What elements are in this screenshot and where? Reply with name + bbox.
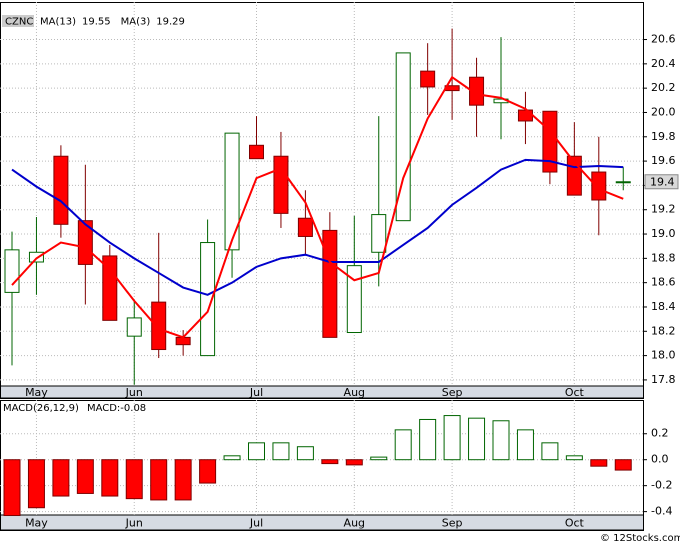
x-tick-label: Aug [344, 517, 365, 530]
macd-bar [370, 456, 388, 461]
macd-bar [492, 420, 510, 461]
macd-bar [565, 455, 583, 461]
candle-body [273, 155, 289, 214]
macd-bar [614, 459, 632, 471]
macd-bar [345, 459, 363, 466]
candle-body [297, 217, 313, 237]
x-tick-label: Sep [442, 386, 463, 399]
macd-bar [296, 446, 314, 461]
y-tick-label: 19.0 [651, 227, 676, 240]
legend-value: 19.29 [156, 17, 185, 28]
candle-body [77, 220, 93, 265]
x-tick-label: Oct [565, 386, 585, 399]
x-tick-label: Sep [442, 517, 463, 530]
candle-body [249, 144, 264, 160]
candle-body [126, 317, 142, 337]
candle-body [517, 109, 533, 122]
macd-bar [590, 459, 608, 467]
macd-bar [443, 415, 461, 461]
x-tick-label: Aug [344, 386, 365, 399]
x-tick-label: Jul [249, 517, 263, 530]
y-tick-label: 0.0 [651, 453, 669, 466]
macd-bar [174, 459, 192, 501]
symbol-box [2, 15, 34, 27]
candle-body [53, 155, 69, 225]
y-tick-label: 20.4 [651, 57, 676, 70]
x-tick-label: Jun [125, 386, 143, 399]
macd-bar [101, 459, 119, 497]
x-tick-label: May [25, 386, 48, 399]
macd-bar [248, 442, 265, 461]
y-tick-label: 17.8 [651, 373, 676, 386]
macd-bar [52, 459, 70, 497]
candle-body [322, 229, 338, 338]
y-tick-label: -0.4 [651, 505, 672, 518]
candle-body [591, 171, 607, 201]
candle-body [371, 214, 387, 253]
y-tick-label: 18.4 [651, 300, 676, 313]
last-price-box [644, 174, 679, 190]
candle-body [346, 265, 362, 334]
y-tick-label: 19.2 [651, 203, 676, 216]
macd-bar [125, 459, 143, 500]
y-tick-label: 19.6 [651, 154, 676, 167]
candle-body [615, 181, 631, 184]
plot-area [0, 400, 644, 531]
macd-bar [516, 429, 534, 461]
ma-line [11, 75, 624, 339]
macd-bar [223, 455, 241, 461]
last-price-label: 19.4 [650, 175, 675, 188]
candle-body [469, 76, 485, 106]
macd-bar [199, 459, 217, 484]
y-tick-label: 20.0 [651, 105, 676, 118]
macd-bar [150, 459, 168, 501]
y-tick-label: 18.8 [651, 251, 676, 264]
candle-body [224, 132, 240, 251]
legend-name: MA(3) [121, 17, 151, 28]
macd-bar [394, 429, 412, 461]
watermark: © 12Stocks.com [600, 533, 680, 544]
y-tick-label: 18.0 [651, 349, 676, 362]
candle-body [200, 242, 216, 357]
candle-body [420, 70, 436, 88]
x-tick-label: Jun [125, 517, 143, 530]
x-axis-strip [0, 514, 644, 531]
legend-value: 19.55 [82, 17, 111, 28]
symbol: CZNC [5, 17, 33, 28]
plot-area [0, 2, 644, 399]
y-tick-label: 18.2 [651, 324, 676, 337]
x-axis-strip [0, 385, 644, 399]
ma-line [11, 158, 624, 296]
y-tick-label: 18.6 [651, 276, 676, 289]
y-tick-label: 20.6 [651, 33, 676, 46]
macd-bar [321, 459, 339, 465]
macd-bar [541, 442, 559, 461]
candle-body [28, 251, 44, 263]
y-tick-label: -0.2 [651, 479, 672, 492]
x-tick-label: Jul [249, 386, 263, 399]
y-tick-label: 0.2 [651, 427, 669, 440]
panel-title: MACD(26,12,9) [3, 403, 79, 414]
x-tick-label: May [25, 517, 48, 530]
panel-subtitle: MACD:-0.08 [87, 403, 146, 414]
macd-bar [272, 442, 290, 461]
macd-bar [468, 417, 486, 461]
macd-bar [27, 459, 45, 509]
legend-name: MA(13) [40, 17, 76, 28]
y-tick-label: 19.8 [651, 130, 676, 143]
candle-body [175, 336, 191, 346]
candle-body [395, 52, 411, 222]
candle-body [151, 301, 167, 351]
macd-bar [419, 418, 437, 461]
y-tick-label: 20.2 [651, 81, 676, 94]
candle-body [102, 255, 118, 321]
macd-bar [76, 459, 94, 494]
candle-body [4, 249, 20, 293]
x-tick-label: Oct [565, 517, 585, 530]
macd-bar [3, 459, 21, 517]
